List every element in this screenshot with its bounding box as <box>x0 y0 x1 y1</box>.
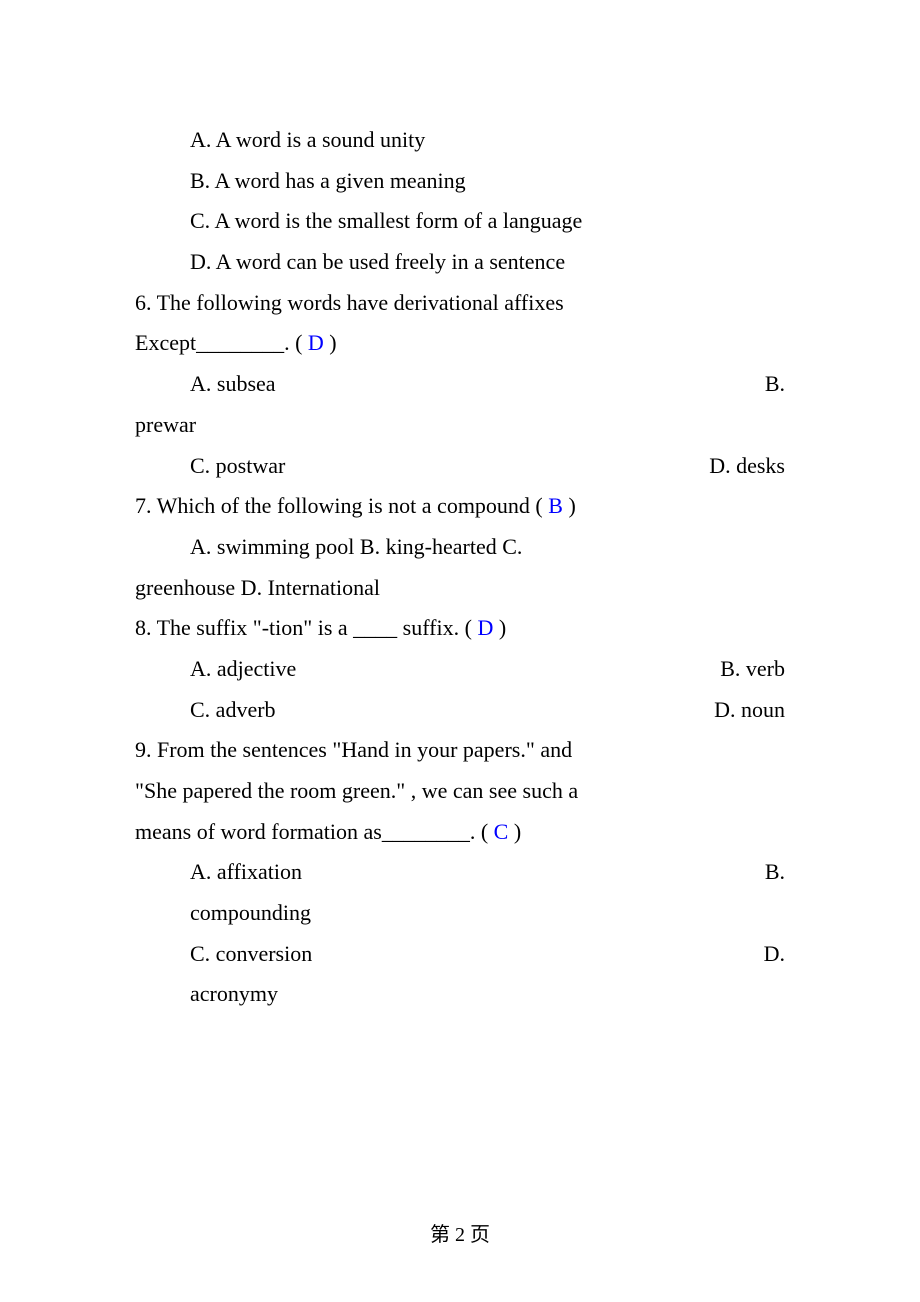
q6-option-b-right: B. <box>765 364 785 405</box>
q9-option-c: C. conversion <box>190 934 312 975</box>
q9-options-row2: C. conversion D. <box>135 934 785 975</box>
q9-line1: 9. From the sentences "Hand in your pape… <box>135 730 785 771</box>
q6-options-row2: C. postwar D. desks <box>135 446 785 487</box>
q7-text: 7. Which of the following is not a compo… <box>135 486 785 527</box>
q7-text-post: ) <box>563 493 576 518</box>
q5-option-a: A. A word is a sound unity <box>135 120 785 161</box>
q6-option-b-cont: prewar <box>135 405 785 446</box>
q9-line3: means of word formation as________. ( C … <box>135 812 785 853</box>
q7-options-line1: A. swimming pool B. king-hearted C. <box>135 527 785 568</box>
page-content: A. A word is a sound unity B. A word has… <box>0 0 920 1015</box>
q9-answer: C <box>494 819 509 844</box>
q8-answer: D <box>477 615 493 640</box>
q9-option-b-right: B. <box>765 852 785 893</box>
q9-option-b-cont: compounding <box>135 893 785 934</box>
q9-option-d-cont: acronymy <box>135 974 785 1015</box>
q6-text-post: ) <box>324 330 337 355</box>
page-footer: 第 2 页 <box>0 1218 920 1247</box>
q6-option-d: D. desks <box>709 446 785 487</box>
q8-option-a: A. adjective <box>190 649 296 690</box>
q6-answer: D <box>308 330 324 355</box>
q6-text-line2: Except________. ( D ) <box>135 323 785 364</box>
q9-option-d-right: D. <box>764 934 785 975</box>
q8-options-row2: C. adverb D. noun <box>135 690 785 731</box>
q6-option-a: A. subsea <box>190 364 276 405</box>
q9-line3-pre: means of word formation as________. ( <box>135 819 494 844</box>
q8-text-pre: 8. The suffix "-tion" is a ____ suffix. … <box>135 615 477 640</box>
q9-options-row1: A. affixation B. <box>135 852 785 893</box>
q8-text-post: ) <box>493 615 506 640</box>
q8-option-c: C. adverb <box>190 690 276 731</box>
q8-options-row1: A. adjective B. verb <box>135 649 785 690</box>
q6-text-pre: Except________. ( <box>135 330 308 355</box>
q9-line3-post: ) <box>508 819 521 844</box>
q7-answer: B <box>548 493 563 518</box>
q7-options-line2: greenhouse D. International <box>135 568 785 609</box>
q8-option-d: D. noun <box>714 690 785 731</box>
q9-line2: "She papered the room green." , we can s… <box>135 771 785 812</box>
q6-options-row1: A. subsea B. <box>135 364 785 405</box>
q8-option-b: B. verb <box>720 649 785 690</box>
q5-option-b: B. A word has a given meaning <box>135 161 785 202</box>
q8-text: 8. The suffix "-tion" is a ____ suffix. … <box>135 608 785 649</box>
q9-option-a: A. affixation <box>190 852 302 893</box>
q5-option-c: C. A word is the smallest form of a lang… <box>135 201 785 242</box>
q6-text-line1: 6. The following words have derivational… <box>135 283 785 324</box>
q7-text-pre: 7. Which of the following is not a compo… <box>135 493 548 518</box>
q6-option-c: C. postwar <box>190 446 285 487</box>
q5-option-d: D. A word can be used freely in a senten… <box>135 242 785 283</box>
